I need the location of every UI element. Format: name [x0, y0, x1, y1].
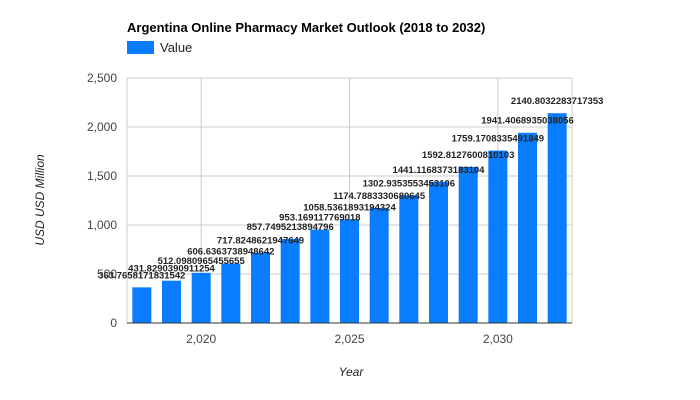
bar-2029	[458, 166, 478, 323]
data-label-2028: 1441.1168373183104	[393, 165, 486, 176]
y-tick-label: 2,500	[87, 71, 117, 85]
data-label-2031: 1941.4068935038056	[481, 116, 573, 127]
y-tick-label: 1,000	[87, 218, 117, 232]
data-label-2020: 512.0980965455655	[158, 256, 246, 267]
data-label-2022: 717.8248621947649	[217, 236, 304, 247]
legend-label: Value	[160, 40, 192, 55]
data-label-2018: 363.7658171831542	[98, 270, 185, 281]
data-label-2021: 606.6363738948642	[187, 247, 274, 258]
x-axis-title: Year	[339, 365, 365, 379]
bars	[132, 113, 567, 323]
data-label-2027: 1302.9353553453106	[363, 178, 455, 189]
data-labels: 363.7658171831542431.8290390911254512.09…	[98, 96, 603, 281]
bar-2032	[547, 113, 567, 323]
y-tick-label: 500	[97, 267, 117, 281]
bar-2031	[518, 132, 537, 323]
legend-swatch	[127, 41, 154, 54]
data-label-2032: 2140.8032283717353	[511, 96, 603, 107]
bar-2023	[280, 238, 300, 323]
x-tick-label: 2,020	[186, 332, 216, 346]
data-label-2019: 431.8290390911254	[128, 264, 215, 275]
bar-2026	[369, 207, 389, 323]
bar-2021	[221, 263, 241, 323]
data-label-2025: 1058.5361893194324	[303, 202, 396, 213]
y-tick-label: 2,000	[87, 120, 117, 134]
data-label-2026: 1174.7883330680645	[333, 191, 426, 202]
bar-2022	[251, 252, 270, 323]
bar-2020	[191, 272, 211, 323]
data-label-2023: 857.7495213894796	[247, 222, 334, 233]
x-tick-label: 2,025	[334, 332, 364, 346]
bar-2019	[162, 280, 181, 323]
bar-2018	[132, 287, 152, 323]
bar-2030	[488, 150, 508, 323]
bar-2024	[310, 229, 330, 323]
chart-title: Argentina Online Pharmacy Market Outlook…	[127, 20, 485, 35]
y-tick-label: 1,500	[87, 169, 117, 183]
data-label-2030: 1759.1708335491849	[452, 134, 544, 145]
bar-2028	[429, 181, 448, 323]
data-label-2024: 953.169117769018	[279, 213, 360, 224]
x-tick-label: 2,030	[483, 332, 513, 346]
bar-2025	[340, 219, 359, 323]
axes: 0 500 1,000 1,500 2,000 2,500 2,020 2,025 2,030	[87, 71, 572, 346]
y-tick-label: 0	[110, 316, 117, 330]
data-label-2029: 1592.8127600810103	[422, 150, 514, 161]
y-axis-title: USD USD Million	[33, 154, 47, 246]
bar-2027	[399, 195, 419, 323]
gridlines	[126, 77, 573, 323]
